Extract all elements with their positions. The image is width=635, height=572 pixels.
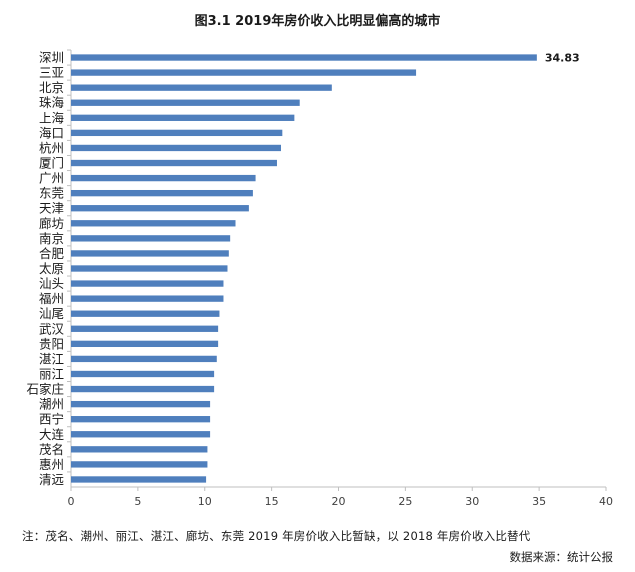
bar <box>71 416 211 423</box>
bar <box>71 431 211 438</box>
bar <box>71 280 224 287</box>
bar <box>71 295 224 302</box>
bar <box>71 69 417 76</box>
bar <box>71 400 211 408</box>
bar <box>71 174 256 182</box>
y-tick-label: 太原 <box>39 261 64 276</box>
x-tick-label: 10 <box>198 495 212 508</box>
bar <box>71 129 283 137</box>
y-tick-label: 武汉 <box>39 321 65 336</box>
y-tick-label: 大连 <box>39 427 65 442</box>
y-tick-label: 南京 <box>39 231 64 246</box>
y-tick-label: 茂名 <box>39 442 64 457</box>
y-tick-label: 深圳 <box>39 50 64 65</box>
x-tick-label: 30 <box>465 495 479 508</box>
bar <box>71 385 215 393</box>
bar <box>71 54 537 61</box>
y-tick-label: 广州 <box>39 171 64 186</box>
bar <box>71 220 236 227</box>
y-tick-label: 合肥 <box>39 246 65 261</box>
bar <box>71 235 231 242</box>
y-tick-label: 丽江 <box>39 366 64 381</box>
bar <box>71 189 253 197</box>
y-tick-label: 西宁 <box>39 412 64 427</box>
y-tick-label: 杭州 <box>39 140 64 155</box>
bar-chart: 0 5 10 15 20 25 30 35 40 深圳 34.83 三亚北京珠海上海海口杭州厦门广州东… <box>26 49 613 508</box>
y-tick-label: 汕尾 <box>39 306 64 321</box>
bar <box>71 476 207 483</box>
bar <box>71 446 208 453</box>
bar <box>71 159 277 167</box>
x-tick-label: 20 <box>332 495 346 508</box>
x-tick-label: 40 <box>599 495 613 508</box>
bar <box>71 461 208 468</box>
y-tick-label: 上海 <box>39 110 65 125</box>
y-tick-label: 东莞 <box>39 186 64 201</box>
bar <box>71 370 215 378</box>
bar <box>71 99 300 106</box>
y-tick-label: 廊坊 <box>39 216 64 231</box>
y-tick-label: 天津 <box>39 201 64 216</box>
x-tick-label: 5 <box>134 495 141 508</box>
y-tick-label: 福州 <box>39 291 64 306</box>
y-tick-label: 汕头 <box>39 276 64 291</box>
x-tick-label: 25 <box>398 495 412 508</box>
x-tick-label: 0 <box>68 495 75 508</box>
bar <box>71 84 332 91</box>
bar <box>71 144 281 152</box>
y-tick-label: 三亚 <box>39 65 64 80</box>
bar <box>71 355 217 363</box>
bar <box>71 250 229 257</box>
y-tick-label: 石家庄 <box>26 382 64 397</box>
footnote: 注：茂名、潮州、丽江、湛江、廊坊、东莞 2019 年房价收入比暂缺，以 2018… <box>22 529 531 543</box>
bar <box>71 205 249 212</box>
bar <box>71 265 228 272</box>
y-tick-label: 潮州 <box>39 397 64 412</box>
y-tick-label: 北京 <box>39 80 64 95</box>
chart-title: 图3.1 2019年房价收入比明显偏高的城市 <box>194 14 441 29</box>
x-tick-label: 35 <box>532 495 546 508</box>
y-tick-label: 海口 <box>39 125 64 140</box>
bar <box>71 325 219 332</box>
data-label: 34.83 <box>545 52 580 65</box>
y-tick-label: 清远 <box>39 472 65 487</box>
data-source: 数据来源：统计公报 <box>509 550 614 564</box>
bar <box>71 340 219 348</box>
bar <box>71 310 220 317</box>
y-tick-label: 厦门 <box>39 156 64 171</box>
bar <box>71 114 295 121</box>
y-tick-label: 惠州 <box>39 457 64 472</box>
x-tick-label: 15 <box>265 495 279 508</box>
y-tick-label: 湛江 <box>39 351 64 366</box>
y-tick-label: 珠海 <box>39 95 65 110</box>
y-tick-label: 贵阳 <box>39 336 64 351</box>
